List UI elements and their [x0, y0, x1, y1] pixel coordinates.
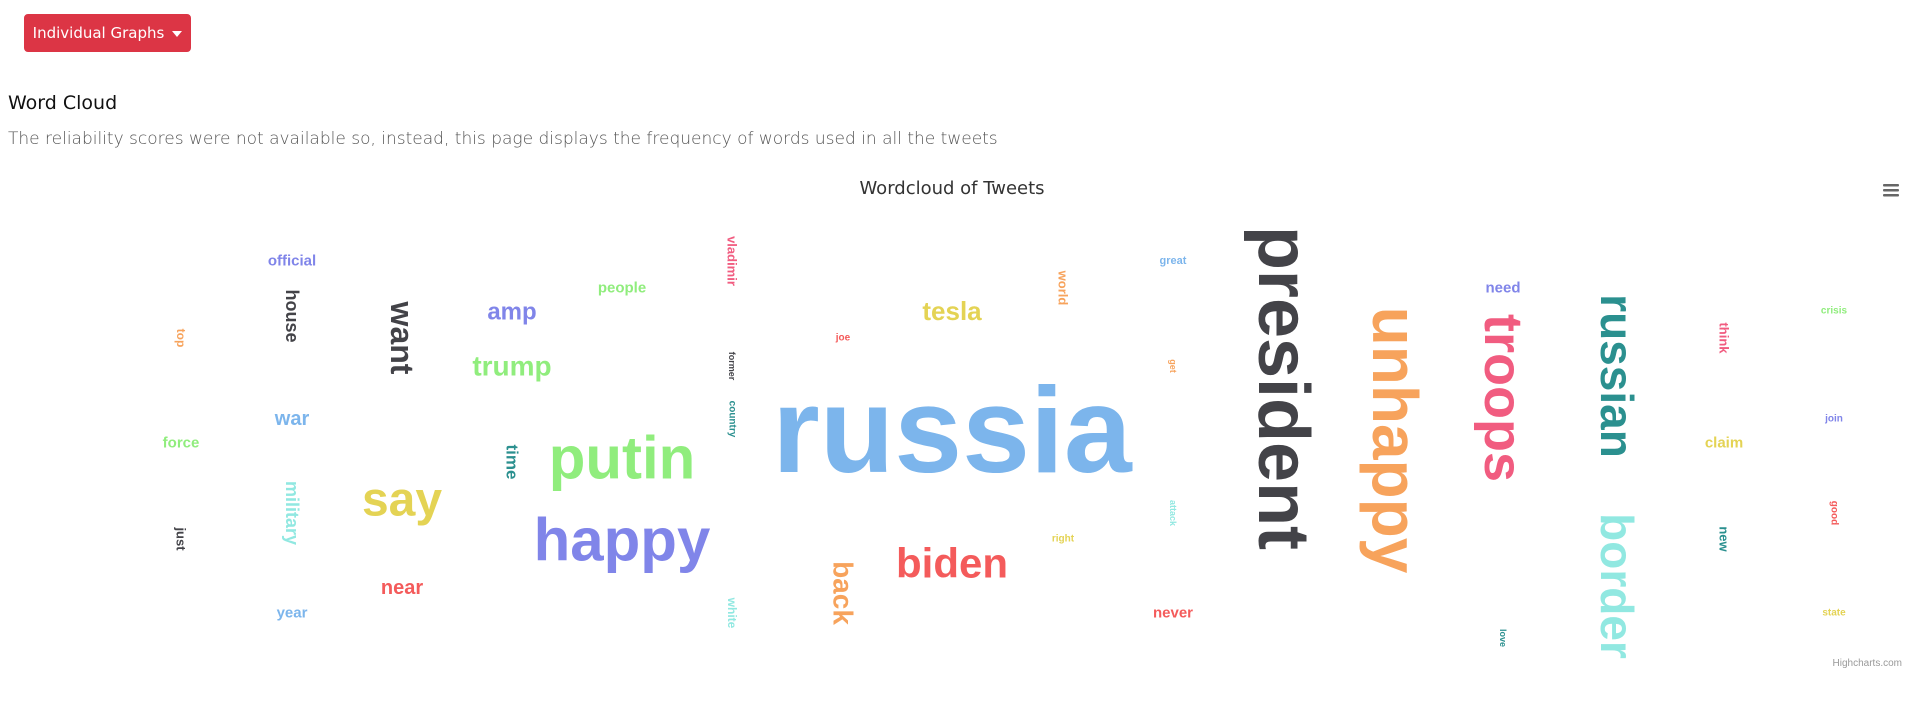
hamburger-menu-icon[interactable] — [1877, 178, 1905, 204]
word-happy: happy — [534, 507, 711, 574]
word-vladimir: vladimir — [725, 236, 740, 286]
word-right: right — [1052, 534, 1075, 545]
word-country: country — [727, 401, 738, 438]
word-year: year — [277, 605, 308, 622]
section-title: Word Cloud — [8, 92, 118, 114]
wordcloud-chart: Wordcloud of Tweets russia president unhap… — [163, 178, 1905, 669]
word-back: back — [828, 561, 859, 625]
word-people: people — [598, 280, 646, 297]
word-trump: trump — [472, 351, 551, 382]
word-claim: claim — [1705, 435, 1743, 452]
word-group: russia president unhappy happy putin troops ru… — [163, 226, 1848, 659]
word-russian: russian — [1591, 294, 1643, 458]
word-white: white — [725, 597, 739, 629]
word-putin: putin — [549, 425, 696, 492]
word-military: military — [282, 481, 302, 545]
word-near: near — [381, 577, 423, 599]
caret-down-icon — [172, 30, 183, 37]
word-joe: joe — [835, 333, 851, 344]
word-join: join — [1824, 414, 1843, 425]
word-war: war — [274, 408, 310, 430]
word-get: get — [1168, 359, 1178, 373]
word-official: official — [268, 253, 316, 270]
word-love: love — [1498, 629, 1508, 647]
word-crisis: crisis — [1821, 306, 1848, 317]
word-border: border — [1591, 513, 1643, 659]
word-say: say — [362, 474, 442, 527]
word-former: former — [727, 352, 737, 381]
word-amp: amp — [487, 299, 536, 326]
dropdown-label: Individual Graphs — [32, 24, 165, 42]
word-new: new — [1717, 526, 1732, 552]
word-good: good — [1829, 501, 1840, 525]
word-want: want — [384, 301, 420, 375]
word-just: just — [174, 526, 189, 551]
word-need: need — [1485, 280, 1520, 297]
word-state: state — [1822, 608, 1846, 619]
word-think: think — [1717, 322, 1732, 354]
word-never: never — [1153, 605, 1193, 622]
word-biden: biden — [896, 540, 1008, 587]
word-unhappy: unhappy — [1359, 307, 1431, 574]
word-great: great — [1160, 255, 1187, 267]
word-house: house — [282, 289, 302, 342]
word-tesla: tesla — [922, 296, 982, 326]
word-time: time — [503, 445, 522, 480]
word-troops: troops — [1473, 314, 1533, 482]
word-world: world — [1056, 270, 1071, 306]
word-top: top — [174, 329, 188, 348]
individual-graphs-dropdown[interactable]: Individual Graphs — [24, 14, 191, 52]
chart-title: Wordcloud of Tweets — [859, 178, 1044, 199]
chart-credits[interactable]: Highcharts.com — [1833, 658, 1902, 669]
section-description: The reliability scores were not availabl… — [8, 129, 998, 149]
word-attack: attack — [1168, 500, 1178, 527]
word-force: force — [163, 435, 200, 452]
word-russia: russia — [772, 362, 1133, 498]
word-president: president — [1243, 226, 1323, 550]
